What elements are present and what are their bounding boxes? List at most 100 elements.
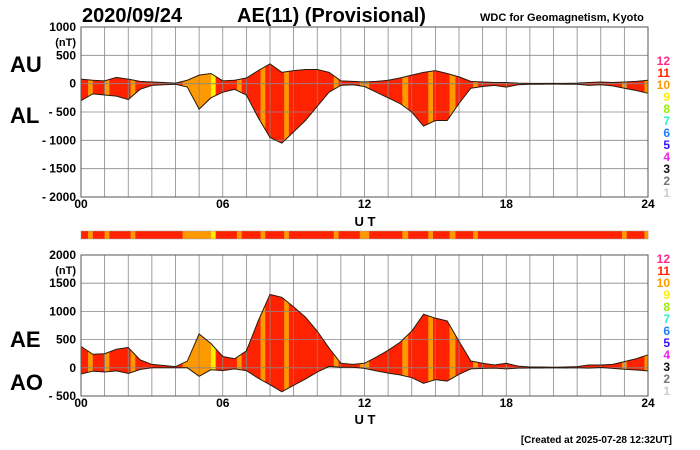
activity-fill-segment xyxy=(284,294,290,392)
y-tick-label: 500 xyxy=(56,333,76,347)
activity-bar-segment xyxy=(626,231,645,239)
level-legend-12: 12 xyxy=(657,54,671,68)
ae-label: AE xyxy=(10,327,41,352)
level-legend-9: 9 xyxy=(663,90,670,104)
activity-bar-segment xyxy=(265,231,285,239)
activity-fill-segment xyxy=(428,63,434,144)
activity-bar-segment xyxy=(473,231,479,239)
date-title: 2020/09/24 xyxy=(82,5,183,27)
level-legend-2: 2 xyxy=(663,174,670,188)
activity-bar-segment xyxy=(369,231,403,239)
activity-fill-segment xyxy=(260,63,266,144)
plot-frame-bottom xyxy=(80,254,649,397)
activity-bar-segment xyxy=(81,231,89,239)
activity-fill-segment xyxy=(449,63,456,144)
activity-bar-frame xyxy=(80,230,649,240)
created-timestamp: [Created at 2025-07-28 12:32UT] xyxy=(521,435,672,446)
x-tick-label: 06 xyxy=(216,396,230,410)
y-tick-label: 1000 xyxy=(49,304,76,318)
level-legend-4: 4 xyxy=(663,348,670,362)
level-legend-6: 6 xyxy=(663,324,670,338)
level-legend-1: 1 xyxy=(663,384,670,398)
x-tick-label: 18 xyxy=(500,396,514,410)
y-tick-label: 500 xyxy=(56,48,76,62)
activity-bar-segment xyxy=(333,231,339,239)
series-line-ao xyxy=(80,365,649,393)
activity-bar-segment xyxy=(359,231,370,239)
activity-bar-segment xyxy=(477,231,623,239)
x-tick-label: 24 xyxy=(641,396,655,410)
level-legend-5: 5 xyxy=(663,336,670,350)
level-legend-4: 4 xyxy=(663,150,670,164)
ao-label: AO xyxy=(10,370,43,395)
level-legend-8: 8 xyxy=(663,102,670,116)
level-legend-2: 2 xyxy=(663,372,670,386)
institution-label: WDC for Geomagnetism, Kyoto xyxy=(480,12,644,24)
activity-bar-segment xyxy=(182,231,212,239)
activity-bar-segment xyxy=(236,231,242,239)
activity-bar-segment xyxy=(130,231,136,239)
x-tick-label: 24 xyxy=(641,197,655,211)
level-legend-1: 1 xyxy=(663,186,670,200)
activity-bar-segment xyxy=(402,231,409,239)
level-legend-9: 9 xyxy=(663,288,670,302)
x-tick-label: 12 xyxy=(358,197,372,211)
activity-fill-segment xyxy=(402,294,409,392)
activity-bar-segment xyxy=(135,231,183,239)
activity-bar-segment xyxy=(215,231,238,239)
level-legend-5: 5 xyxy=(663,138,670,152)
activity-fill-segment xyxy=(260,294,266,392)
x-axis-label-bottom: U T xyxy=(355,412,376,427)
y-tick-label: - 500 xyxy=(49,105,77,119)
activity-bar-segment xyxy=(284,231,290,239)
activity-bar-segment xyxy=(644,231,649,239)
level-legend-3: 3 xyxy=(663,360,670,374)
level-legend-12: 12 xyxy=(657,252,671,266)
activity-bar-segment xyxy=(338,231,361,239)
activity-bar-segment xyxy=(260,231,266,239)
level-legend-10: 10 xyxy=(657,276,671,290)
activity-bar-segment xyxy=(241,231,261,239)
series-line-al xyxy=(80,83,649,144)
activity-bar-segment xyxy=(449,231,456,239)
x-tick-label: 00 xyxy=(74,396,88,410)
activity-bar-segment xyxy=(288,231,335,239)
activity-bar-segment xyxy=(455,231,474,239)
series-line-ae xyxy=(80,293,649,368)
index-title: AE(11) (Provisional) xyxy=(237,5,426,27)
x-tick-label: 12 xyxy=(358,396,372,410)
level-legend-11: 11 xyxy=(657,264,670,278)
x-tick-label: 00 xyxy=(74,197,88,211)
x-tick-label: 06 xyxy=(216,197,230,211)
activity-bar-segment xyxy=(428,231,434,239)
level-legend-3: 3 xyxy=(663,162,670,176)
level-legend-11: 11 xyxy=(657,66,670,80)
level-legend-8: 8 xyxy=(663,300,670,314)
activity-bar-segment xyxy=(92,231,105,239)
activity-fill-segment xyxy=(428,294,434,392)
au-label: AU xyxy=(10,52,42,77)
al-label: AL xyxy=(10,103,39,128)
unit-label-top: (nT) xyxy=(55,37,76,49)
activity-bar-segment xyxy=(622,231,628,239)
activity-bar-segment xyxy=(104,231,110,239)
plot-frame-top xyxy=(80,26,649,198)
x-tick-label: 18 xyxy=(500,197,514,211)
activity-bar-segment xyxy=(408,231,429,239)
activity-bar-segment xyxy=(88,231,94,239)
level-legend-6: 6 xyxy=(663,126,670,140)
activity-bar-segment xyxy=(433,231,450,239)
activity-level-bar xyxy=(80,230,649,240)
y-tick-label: - 1500 xyxy=(42,162,76,176)
y-tick-label: 2000 xyxy=(49,248,76,262)
y-tick-label: - 1000 xyxy=(42,133,76,147)
y-tick-label: 0 xyxy=(69,361,76,375)
unit-label-bottom: (nT) xyxy=(55,265,76,277)
y-tick-label: - 500 xyxy=(49,389,77,403)
y-tick-label: 1000 xyxy=(49,20,76,34)
activity-fill-segment xyxy=(449,294,456,392)
series-line-au xyxy=(80,63,649,84)
y-tick-label: 1500 xyxy=(49,276,76,290)
y-tick-label: - 2000 xyxy=(42,190,76,204)
